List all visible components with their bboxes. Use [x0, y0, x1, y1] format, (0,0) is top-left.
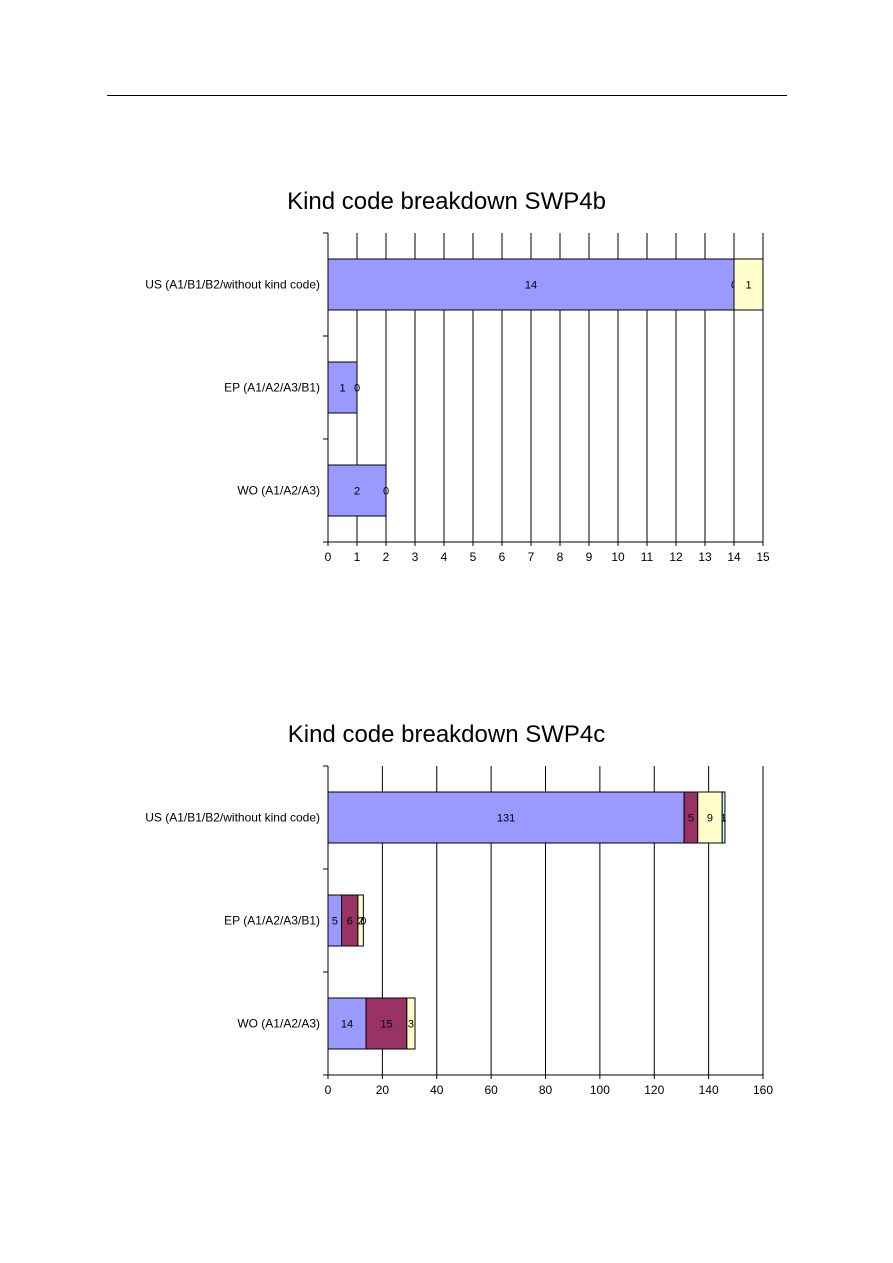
x-tick-label: 11 — [641, 550, 654, 564]
x-tick-label: 80 — [539, 1083, 553, 1097]
data-label: 5 — [332, 916, 338, 928]
x-tick-label: 1 — [354, 550, 361, 564]
x-tick-label: 60 — [484, 1083, 498, 1097]
category-label: EP (A1/A2/A3/B1) — [224, 914, 320, 928]
x-tick-label: 8 — [557, 550, 564, 564]
chart-title: Kind code breakdown SWP4c — [287, 721, 606, 748]
chart-title: Kind code breakdown SWP4b — [287, 188, 606, 215]
data-label: 2 — [358, 916, 364, 928]
bar-segment — [327, 258, 735, 311]
bar-segment — [327, 791, 685, 844]
x-tick-label: 14 — [727, 550, 741, 564]
category-label: WO (A1/A2/A3) — [237, 484, 320, 498]
data-label: 1 — [721, 813, 727, 825]
data-label: 131 — [497, 813, 515, 825]
bar-segment — [697, 791, 723, 844]
category-label: EP (A1/A2/A3/B1) — [224, 381, 320, 395]
x-tick-label: 13 — [698, 550, 712, 564]
x-tick-label: 160 — [753, 1083, 773, 1097]
data-label: 0 — [354, 383, 360, 395]
x-tick-label: 2 — [383, 550, 390, 564]
data-label: 15 — [380, 1019, 392, 1031]
x-tick-label: 9 — [586, 550, 593, 564]
data-label: 0 — [383, 486, 389, 498]
x-tick-label: 7 — [528, 550, 535, 564]
category-label: US (A1/B1/B2/without kind code) — [145, 278, 320, 292]
x-tick-label: 3 — [412, 550, 419, 564]
x-tick-label: 140 — [699, 1083, 719, 1097]
bar-segment — [327, 997, 367, 1050]
chart-swp4c: Kind code breakdown SWP4c 0 20 40 60 80 100 12… — [0, 718, 893, 1118]
x-tick-label: 0 — [325, 550, 332, 564]
bar-segment — [721, 791, 726, 844]
x-tick-label: 20 — [376, 1083, 390, 1097]
bar-segment — [733, 258, 764, 311]
bar-segment — [406, 997, 416, 1050]
category-label: US (A1/B1/B2/without kind code) — [145, 811, 320, 825]
bar-segment — [357, 894, 364, 947]
x-tick-label: 4 — [441, 550, 448, 564]
x-tick-label: 100 — [590, 1083, 610, 1097]
x-tick-label: 6 — [499, 550, 506, 564]
x-tick-label: 15 — [756, 550, 770, 564]
data-label: 3 — [408, 1019, 414, 1031]
chart-swp4b: Kind code breakdown SWP4b 0 1 2 3 4 5 6 7 8 9 10 11… — [0, 185, 893, 585]
x-tick-label: 120 — [644, 1083, 664, 1097]
x-tick-label: 5 — [470, 550, 477, 564]
data-label: 14 — [341, 1019, 353, 1031]
category-label: WO (A1/A2/A3) — [237, 1017, 320, 1031]
x-tick-label: 0 — [325, 1083, 332, 1097]
x-tick-label: 10 — [611, 550, 625, 564]
data-label: 2 — [354, 486, 360, 498]
bar-segment — [327, 361, 358, 414]
data-label: 9 — [707, 813, 713, 825]
x-tick-label: 12 — [669, 550, 683, 564]
bar-segment — [365, 997, 408, 1050]
data-label: 6 — [347, 916, 353, 928]
data-label: 1 — [339, 383, 345, 395]
header-rule — [107, 95, 787, 96]
data-label: 5 — [688, 813, 694, 825]
data-label: 0 — [360, 916, 366, 928]
x-tick-label: 40 — [430, 1083, 444, 1097]
bar-segment — [327, 464, 387, 517]
data-label: 14 — [525, 280, 537, 292]
data-label: 1 — [745, 280, 751, 292]
